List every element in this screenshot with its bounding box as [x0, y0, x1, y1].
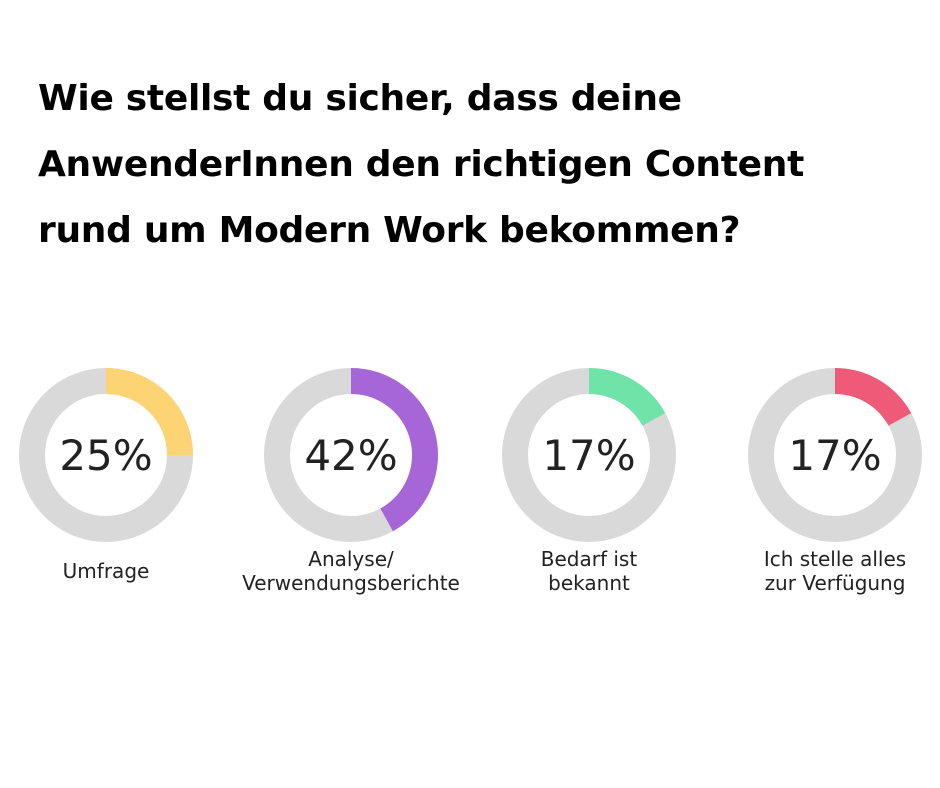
title-line-3: rund um Modern Work bekommen? [38, 210, 741, 251]
donut-analyse-verwendungsberichte: 42% Analyse/Verwendungsberichte [242, 368, 460, 595]
donut-value-arc [588, 368, 666, 427]
donut-label-line: Bedarf ist [541, 547, 638, 571]
donut-percentage: 42% [304, 431, 397, 480]
title-line-2: AnwenderInnen den richtigen Content [38, 144, 805, 185]
donut-value-arc [350, 368, 438, 532]
donut-label-line: zur Verfügung [765, 571, 906, 595]
title-line-1: Wie stellst du sicher, dass deine [38, 78, 682, 119]
donut-value-arc [105, 368, 193, 456]
donut-value-arc [834, 368, 912, 427]
donut-percentage: 17% [788, 431, 881, 480]
donut-percentage: 25% [59, 431, 152, 480]
donut-label-line: bekannt [548, 571, 630, 595]
donut-label-line: Ich stelle alles [764, 547, 906, 571]
donut-label-line: Analyse/ [308, 547, 394, 571]
donut-label-line: Umfrage [63, 559, 150, 583]
donut-umfrage: 25% Umfrage [19, 368, 193, 583]
page-title: Wie stellst du sicher, dass deine Anwend… [38, 66, 898, 264]
donut-label-line: Verwendungsberichte [242, 571, 460, 595]
donut-percentage: 17% [542, 431, 635, 480]
